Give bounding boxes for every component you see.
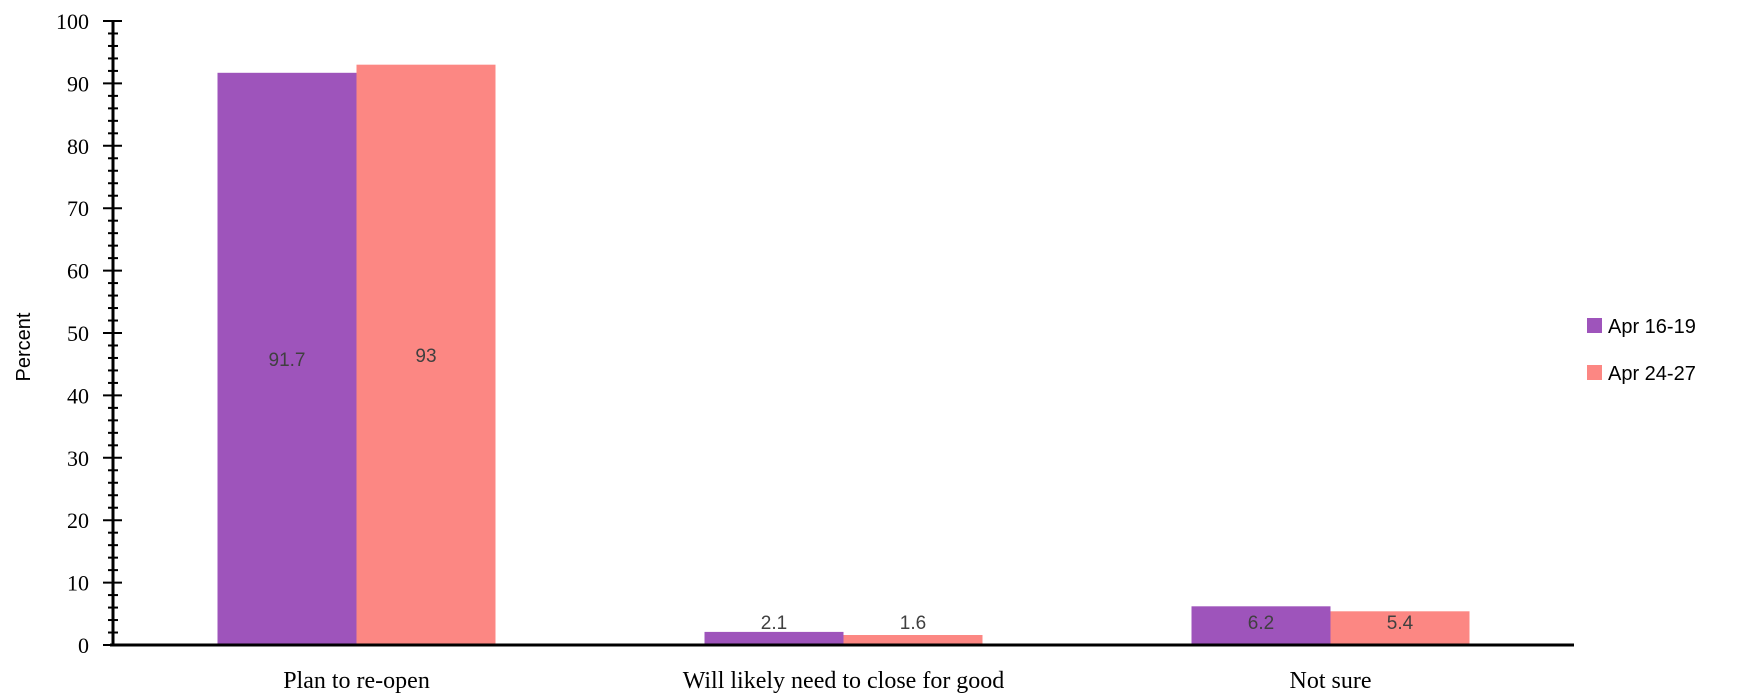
bar <box>1330 611 1470 645</box>
legend-label: Apr 24-27 <box>1608 363 1696 385</box>
bar <box>1191 606 1331 645</box>
bar <box>217 72 357 646</box>
legend-swatch <box>1587 318 1602 333</box>
y-tick-label: 60 <box>67 259 89 284</box>
y-tick-label: 10 <box>67 571 89 596</box>
x-axis-category-labels: Plan to re-open Will likely need to close… <box>283 668 1371 694</box>
data-label: 6.2 <box>1248 613 1274 634</box>
y-axis-title: Percent <box>13 312 35 381</box>
y-tick-label: 80 <box>67 134 89 159</box>
data-label: 93 <box>415 346 436 367</box>
data-label: 1.6 <box>900 613 926 634</box>
bar <box>843 635 983 645</box>
data-label: 91.7 <box>269 350 306 371</box>
bars <box>217 64 1470 646</box>
x-category-label: Not sure <box>1290 668 1372 694</box>
bar <box>356 64 496 646</box>
data-label: 5.4 <box>1387 613 1414 634</box>
y-tick-label: 100 <box>56 9 89 34</box>
bar <box>704 631 844 645</box>
legend-label: Apr 16-19 <box>1608 316 1696 338</box>
y-tick-label: 30 <box>67 446 89 471</box>
y-tick-label: 40 <box>67 383 89 408</box>
legend-swatch <box>1587 365 1602 380</box>
x-category-label: Will likely need to close for good <box>683 668 1005 694</box>
y-axis-tick-labels: 0 10 20 30 40 50 60 70 80 90 100 <box>56 9 89 658</box>
y-tick-label: 20 <box>67 508 89 533</box>
y-tick-label: 90 <box>67 71 89 96</box>
legend: Apr 16-19 Apr 24-27 <box>1587 316 1696 385</box>
y-tick-label: 70 <box>67 196 89 221</box>
y-tick-label: 0 <box>78 633 89 658</box>
data-labels: 91.7 93 2.1 1.6 6.2 5.4 <box>269 346 1414 634</box>
data-label: 2.1 <box>761 613 787 634</box>
y-tick-label: 50 <box>67 321 89 346</box>
x-category-label: Plan to re-open <box>283 668 430 694</box>
